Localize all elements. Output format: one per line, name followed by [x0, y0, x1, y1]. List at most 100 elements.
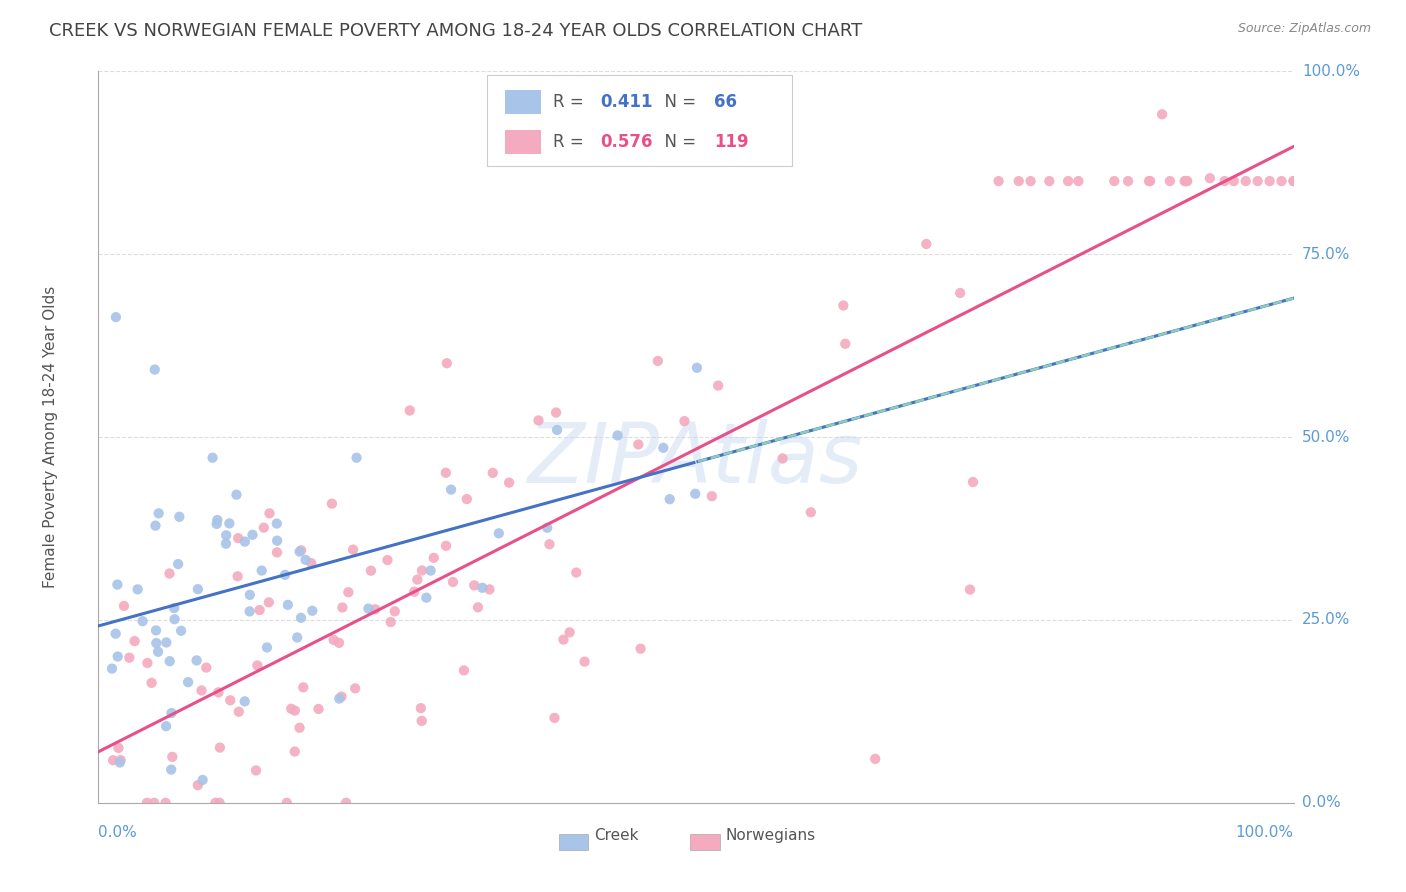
Point [346, 450, 368, 465]
Text: 66: 66 [714, 93, 737, 111]
Point [131, 614, 153, 628]
Point [204, 796, 226, 810]
Point [136, 656, 159, 670]
Point [411, 564, 433, 578]
Text: 50.0%: 50.0% [1302, 430, 1350, 444]
Point [205, 516, 228, 531]
Point [225, 488, 247, 502]
Point [155, 719, 177, 733]
Point [800, 505, 823, 519]
Point [1282, 174, 1305, 188]
Text: 100.0%: 100.0% [1302, 64, 1360, 78]
Point [949, 285, 972, 300]
Point [322, 632, 344, 647]
Point [481, 466, 503, 480]
Point [1213, 174, 1236, 188]
Point [219, 693, 242, 707]
Point [145, 636, 167, 650]
Point [285, 631, 308, 645]
Point [257, 595, 280, 609]
Point [215, 528, 238, 542]
Text: Source: ZipAtlas.com: Source: ZipAtlas.com [1237, 22, 1371, 36]
Point [1234, 174, 1257, 188]
Point [112, 599, 135, 613]
Point [167, 557, 190, 571]
Point [546, 423, 568, 437]
Point [187, 582, 209, 597]
Point [321, 497, 343, 511]
Point [107, 649, 129, 664]
Point [308, 702, 330, 716]
Point [574, 655, 596, 669]
Point [1139, 174, 1161, 188]
Point [411, 714, 433, 728]
Point [250, 564, 273, 578]
Bar [505, 130, 541, 154]
Point [136, 796, 159, 810]
Point [546, 405, 568, 419]
Point [1282, 174, 1305, 188]
Point [242, 528, 264, 542]
Point [163, 612, 186, 626]
Point [419, 564, 441, 578]
Point [1174, 174, 1197, 188]
Point [1174, 174, 1197, 188]
Point [215, 537, 238, 551]
Point [415, 591, 437, 605]
Point [177, 675, 200, 690]
Point [266, 533, 288, 548]
Point [253, 521, 276, 535]
Point [700, 489, 723, 503]
Point [146, 645, 169, 659]
Text: CREEK VS NORWEGIAN FEMALE POVERTY AMONG 18-24 YEAR OLDS CORRELATION CHART: CREEK VS NORWEGIAN FEMALE POVERTY AMONG … [49, 22, 862, 40]
Point [246, 658, 269, 673]
Text: Creek: Creek [595, 828, 638, 843]
Point [364, 602, 387, 616]
Point [284, 745, 307, 759]
Point [330, 690, 353, 704]
Point [962, 475, 984, 489]
Point [162, 749, 184, 764]
Point [332, 600, 354, 615]
Text: 75.0%: 75.0% [1302, 247, 1350, 261]
Point [143, 362, 166, 376]
Point [207, 685, 229, 699]
Point [141, 676, 163, 690]
Point [328, 691, 350, 706]
Point [1271, 174, 1294, 188]
Point [1019, 174, 1042, 188]
Point [527, 413, 550, 427]
Point [959, 582, 981, 597]
Point [169, 509, 191, 524]
Point [290, 543, 312, 558]
Point [772, 451, 794, 466]
Point [647, 354, 669, 368]
Point [208, 796, 231, 810]
Point [280, 702, 302, 716]
Point [266, 545, 288, 559]
Point [274, 567, 297, 582]
Point [290, 611, 312, 625]
Bar [558, 834, 589, 850]
Point [1008, 174, 1031, 188]
Text: N =: N = [654, 93, 702, 111]
Point [239, 588, 262, 602]
Point [1067, 174, 1090, 188]
Point [1175, 174, 1198, 188]
Point [276, 796, 298, 810]
Point [233, 694, 256, 708]
Point [186, 653, 208, 667]
Point [294, 553, 316, 567]
Bar [505, 90, 541, 114]
Point [104, 626, 127, 640]
Point [384, 604, 406, 618]
Point [440, 483, 463, 497]
Point [436, 356, 458, 370]
Point [498, 475, 520, 490]
Point [245, 764, 267, 778]
Point [1038, 174, 1060, 188]
Point [398, 403, 420, 417]
Point [1104, 174, 1126, 188]
Text: 0.0%: 0.0% [1302, 796, 1340, 810]
Text: Norwegians: Norwegians [725, 828, 815, 843]
